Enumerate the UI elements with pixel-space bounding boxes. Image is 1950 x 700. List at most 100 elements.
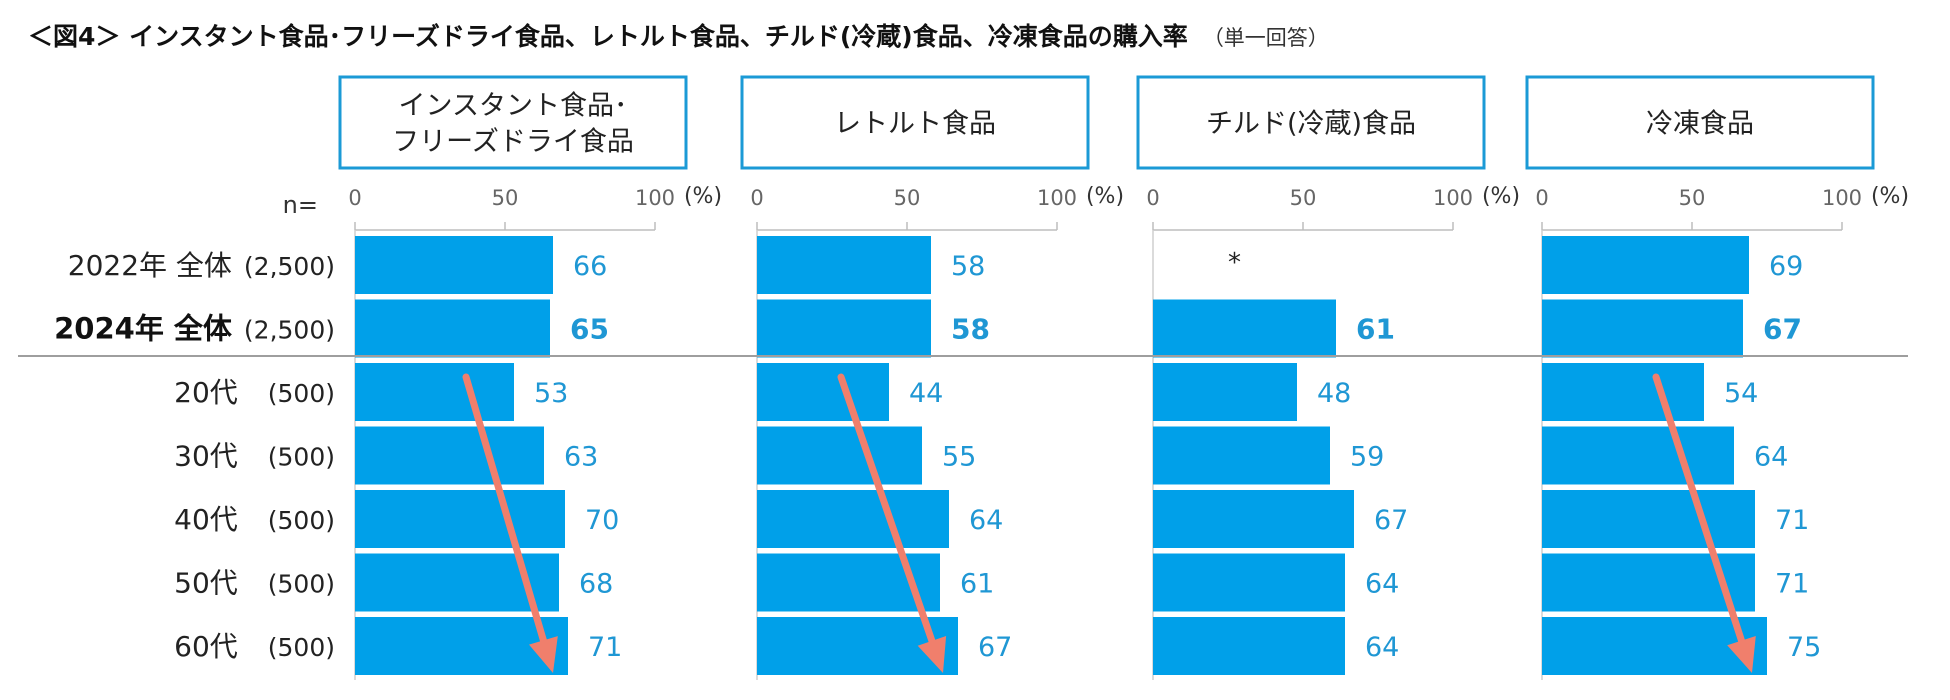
x-tick-label: 50 <box>1290 186 1317 210</box>
bar-value-label: 67 <box>978 632 1012 663</box>
bar-value-label: 67 <box>1763 313 1802 346</box>
bar-value-label: 58 <box>951 313 990 346</box>
panel-title: フリーズドライ食品 <box>392 127 634 158</box>
x-tick-label: 0 <box>750 186 763 210</box>
unit-label: (%) <box>1482 184 1520 209</box>
bar-value-label: 59 <box>1350 442 1384 473</box>
x-tick-label: 50 <box>1679 186 1706 210</box>
row-label: 2024年 全体 (2,500) <box>54 312 335 346</box>
bar-value-label: 61 <box>960 569 994 600</box>
bar <box>1542 363 1704 421</box>
bar-value-label: 71 <box>588 632 622 663</box>
row-label-n: (500) <box>268 506 335 535</box>
bar-value-label: 61 <box>1356 313 1395 346</box>
bar-value-label: 58 <box>951 251 985 282</box>
trend-arrow-shaft <box>1652 373 1746 645</box>
panel: インスタント食品･ フリーズドライ食品 0 50 100 (%) 66 65 53 63 70 68 7… <box>338 75 722 680</box>
panel-title: インスタント食品･ <box>399 91 628 122</box>
row-label-n: (2,500) <box>244 252 335 281</box>
bar <box>355 299 550 358</box>
trend-arrow-head <box>917 636 947 673</box>
row-label-name: 2022年 全体 <box>68 249 232 282</box>
bar <box>355 426 544 485</box>
bar-value-label: 65 <box>570 313 609 346</box>
row-label-n: (500) <box>268 570 335 599</box>
x-tick-label: 100 <box>1433 186 1473 210</box>
row-label-name: 30代 <box>174 440 238 473</box>
bar-value-label: 71 <box>1775 505 1809 536</box>
bar-value-label: 64 <box>1365 632 1399 663</box>
bar <box>1542 426 1734 485</box>
bar <box>1153 299 1336 358</box>
panel-title-box <box>338 75 688 170</box>
bar-value-label: 48 <box>1317 378 1351 409</box>
bar-value-label: 70 <box>585 505 619 536</box>
bar <box>1153 490 1354 548</box>
bar-value-label: 71 <box>1775 569 1809 600</box>
bar <box>1153 553 1345 612</box>
x-tick-label: 100 <box>1037 186 1077 210</box>
n-label: n= <box>283 191 318 219</box>
chart-title-sub: （単一回答） <box>1203 26 1329 50</box>
bar-value-label: 53 <box>534 378 568 409</box>
bar <box>355 363 514 421</box>
x-tick-label: 50 <box>894 186 921 210</box>
bar <box>757 490 949 548</box>
row-label-n: (500) <box>268 379 335 408</box>
row-label: 60代 (500) <box>174 630 335 663</box>
panel-title: レトルト食品 <box>834 109 996 140</box>
bar <box>757 299 931 358</box>
bar <box>1153 363 1297 421</box>
panel: 冷凍食品 0 50 100 (%) 69 67 54 64 71 71 75 <box>1525 75 1909 680</box>
bar-value-label: 55 <box>942 442 976 473</box>
row-label-n: (2,500) <box>244 316 335 345</box>
row-label-n: (500) <box>268 633 335 662</box>
trend-arrow-head <box>529 636 558 673</box>
chart-title-main: ＜図4＞ インスタント食品･フリーズドライ食品、レトルト食品、チルド(冷蔵)食品… <box>28 22 1188 51</box>
bar-value-label: 66 <box>573 251 607 282</box>
unit-label: (%) <box>1871 184 1909 209</box>
row-label-name: 60代 <box>174 630 238 663</box>
bar-value-label: 44 <box>909 378 943 409</box>
row-label: 40代 (500) <box>174 503 335 536</box>
bar-value-label: 67 <box>1374 505 1408 536</box>
row-label-n: (500) <box>268 443 335 472</box>
bar <box>757 363 889 421</box>
panel-title-box <box>740 75 1090 170</box>
panel: チルド(冷蔵)食品 0 50 100 (%) * 61 48 59 67 64 64 <box>1136 75 1520 680</box>
bar <box>355 236 553 294</box>
bar <box>1153 617 1345 675</box>
x-tick-label: 100 <box>1822 186 1862 210</box>
unit-label: (%) <box>1086 184 1124 209</box>
row-label-name: 2024年 全体 <box>54 312 233 346</box>
trend-arrow-shaft <box>462 373 547 644</box>
panel-title-box <box>1525 75 1875 170</box>
bar-value-label: 68 <box>579 569 613 600</box>
bar <box>757 236 931 294</box>
bar <box>757 426 922 485</box>
bar-value-label: 64 <box>969 505 1003 536</box>
bar <box>1153 426 1330 485</box>
x-tick-label: 0 <box>1146 186 1159 210</box>
row-label-name: 50代 <box>174 567 238 600</box>
panel: レトルト食品 0 50 100 (%) 58 58 44 55 64 61 67 <box>740 75 1124 680</box>
trend-arrow-shaft <box>837 373 936 645</box>
chart-title: ＜図4＞ インスタント食品･フリーズドライ食品、レトルト食品、チルド(冷蔵)食品… <box>28 22 1329 51</box>
bar-value-label: 64 <box>1754 442 1788 473</box>
row-label: 50代 (500) <box>174 567 335 600</box>
row-label: 2022年 全体 (2,500) <box>68 249 335 282</box>
row-labels: 2022年 全体 (2,500)2024年 全体 (2,500)20代 (500)30… <box>54 249 335 663</box>
bar-value-label: 63 <box>564 442 598 473</box>
unit-label: (%) <box>684 184 722 209</box>
bar-value-label: 54 <box>1724 378 1758 409</box>
x-tick-label: 0 <box>1535 186 1548 210</box>
bar-value-label: 75 <box>1787 632 1821 663</box>
bar <box>355 490 565 548</box>
x-tick-label: 50 <box>492 186 519 210</box>
bar <box>1542 490 1755 548</box>
missing-value-mark: * <box>1228 248 1241 278</box>
trend-arrow-head <box>1727 636 1756 673</box>
panels: インスタント食品･ フリーズドライ食品 0 50 100 (%) 66 65 53 63 70 68 7… <box>338 75 1909 680</box>
row-label-name: 40代 <box>174 503 238 536</box>
